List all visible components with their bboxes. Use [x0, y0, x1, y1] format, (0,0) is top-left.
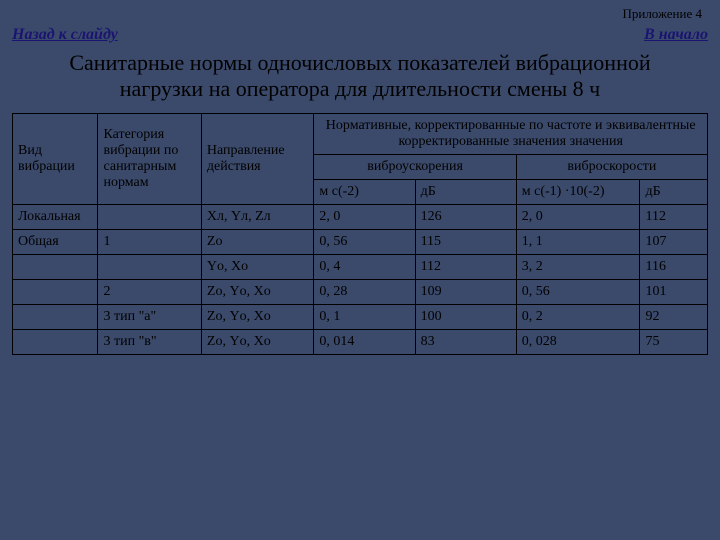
cell-dir: Xл, Yл, Zл: [201, 204, 313, 229]
cell-d: 92: [640, 304, 708, 329]
slide-title: Санитарные нормы одночисловых показателе…: [42, 50, 678, 103]
cell-cat: 3 тип "а": [98, 304, 201, 329]
cell-cat: 3 тип "в": [98, 329, 201, 354]
cell-c: 0, 2: [516, 304, 640, 329]
cell-d: 112: [640, 204, 708, 229]
col-u2: дБ: [415, 179, 516, 204]
cell-dir: Zо, Yо, Xо: [201, 304, 313, 329]
cell-d: 107: [640, 229, 708, 254]
cell-b: 126: [415, 204, 516, 229]
cell-a: 2, 0: [314, 204, 415, 229]
cell-vid: [13, 279, 98, 304]
col-u1: м с(-2): [314, 179, 415, 204]
col-vel: виброскорости: [516, 154, 707, 179]
cell-dir: Zо, Yо, Xо: [201, 279, 313, 304]
col-u4: дБ: [640, 179, 708, 204]
cell-vid: [13, 254, 98, 279]
cell-cat: [98, 204, 201, 229]
col-cat: Категория вибрации по санитарным нормам: [98, 113, 201, 204]
cell-dir: Yо, Xо: [201, 254, 313, 279]
norms-table: Вид вибрации Категория вибрации по санит…: [12, 113, 708, 355]
cell-a: 0, 014: [314, 329, 415, 354]
cell-cat: [98, 254, 201, 279]
table-row: 3 тип "в" Zо, Yо, Xо 0, 014 83 0, 028 75: [13, 329, 708, 354]
table-row: Локальная Xл, Yл, Zл 2, 0 126 2, 0 112: [13, 204, 708, 229]
col-vid: Вид вибрации: [13, 113, 98, 204]
cell-vid: Локальная: [13, 204, 98, 229]
cell-a: 0, 28: [314, 279, 415, 304]
cell-a: 0, 1: [314, 304, 415, 329]
cell-cat: 1: [98, 229, 201, 254]
cell-c: 1, 1: [516, 229, 640, 254]
cell-d: 116: [640, 254, 708, 279]
col-u3: м с(-1) ·10(-2): [516, 179, 640, 204]
cell-d: 101: [640, 279, 708, 304]
cell-vid: Общая: [13, 229, 98, 254]
cell-cat: 2: [98, 279, 201, 304]
cell-b: 83: [415, 329, 516, 354]
cell-d: 75: [640, 329, 708, 354]
col-norm-top: Нормативные, корректированные по частоте…: [314, 113, 708, 154]
nav-back-link[interactable]: Назад к слайду: [12, 26, 118, 44]
appendix-label: Приложение 4: [622, 6, 702, 22]
cell-vid: [13, 304, 98, 329]
table-row: 3 тип "а" Zо, Yо, Xо 0, 1 100 0, 2 92: [13, 304, 708, 329]
cell-b: 109: [415, 279, 516, 304]
cell-vid: [13, 329, 98, 354]
nav-start-link[interactable]: В начало: [644, 26, 708, 44]
cell-a: 0, 56: [314, 229, 415, 254]
cell-dir: Zо: [201, 229, 313, 254]
cell-b: 115: [415, 229, 516, 254]
cell-c: 3, 2: [516, 254, 640, 279]
table-row: Общая 1 Zо 0, 56 115 1, 1 107: [13, 229, 708, 254]
cell-b: 100: [415, 304, 516, 329]
cell-a: 0, 4: [314, 254, 415, 279]
cell-c: 2, 0: [516, 204, 640, 229]
col-dir: Направление действия: [201, 113, 313, 204]
table-row: Yо, Xо 0, 4 112 3, 2 116: [13, 254, 708, 279]
cell-b: 112: [415, 254, 516, 279]
cell-c: 0, 56: [516, 279, 640, 304]
cell-c: 0, 028: [516, 329, 640, 354]
cell-dir: Zо, Yо, Xо: [201, 329, 313, 354]
table-row: 2 Zо, Yо, Xо 0, 28 109 0, 56 101: [13, 279, 708, 304]
col-acc: виброускорения: [314, 154, 516, 179]
